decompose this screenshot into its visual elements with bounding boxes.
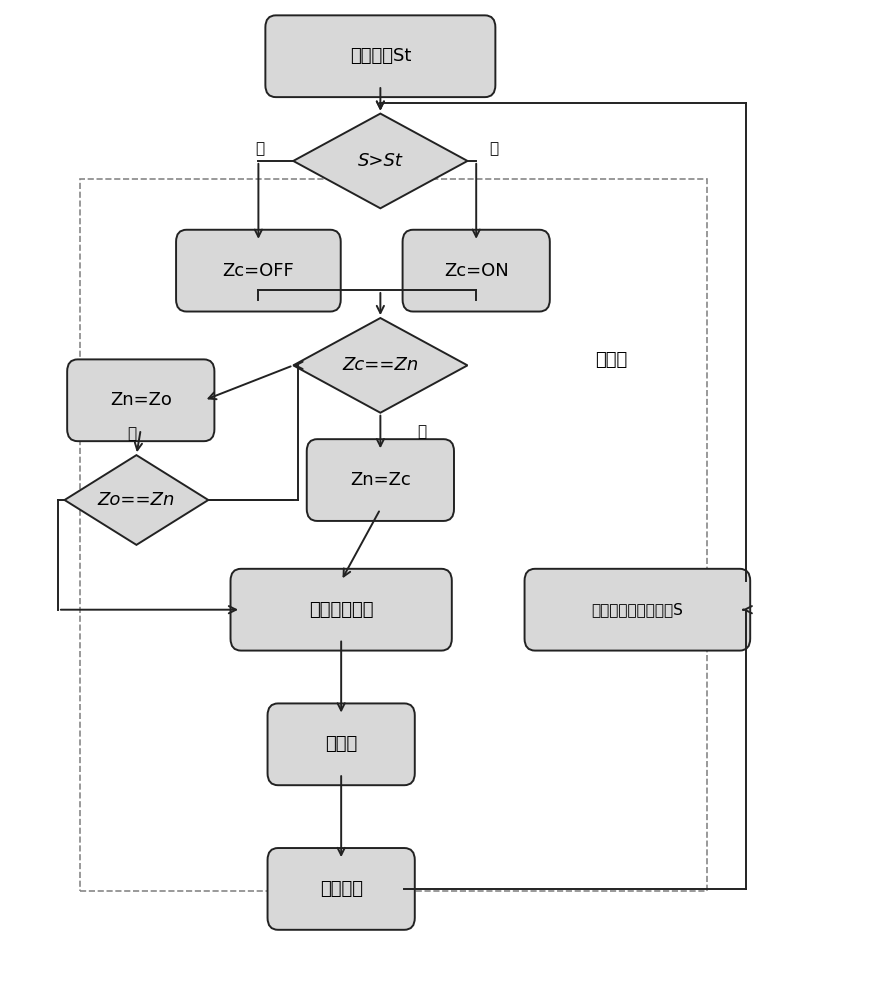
Text: Zn=Zo: Zn=Zo	[110, 391, 171, 409]
Text: 计算机: 计算机	[595, 351, 628, 369]
Bar	[80, 179, 707, 891]
Text: 是: 是	[255, 141, 265, 156]
Text: 位移传感器测量数据S: 位移传感器测量数据S	[592, 602, 683, 617]
FancyBboxPatch shape	[267, 703, 415, 785]
FancyBboxPatch shape	[231, 569, 452, 651]
Text: Zo==Zn: Zo==Zn	[98, 491, 175, 509]
Text: S>St: S>St	[358, 152, 403, 170]
FancyBboxPatch shape	[267, 848, 415, 930]
FancyBboxPatch shape	[176, 230, 341, 312]
FancyBboxPatch shape	[307, 439, 454, 521]
Polygon shape	[65, 455, 208, 545]
Text: 否: 否	[489, 141, 498, 156]
Polygon shape	[294, 318, 468, 413]
FancyBboxPatch shape	[403, 230, 550, 312]
Text: 目标位移St: 目标位移St	[350, 47, 411, 65]
Text: 否: 否	[418, 424, 427, 439]
Text: Zc=OFF: Zc=OFF	[223, 262, 295, 280]
Text: 光快门: 光快门	[325, 735, 357, 753]
Text: Zn=Zc: Zn=Zc	[350, 471, 411, 489]
Text: Zc=ON: Zc=ON	[444, 262, 509, 280]
FancyBboxPatch shape	[524, 569, 750, 651]
Text: 光快门控制器: 光快门控制器	[309, 601, 373, 619]
FancyBboxPatch shape	[266, 15, 496, 97]
Text: 光电陶瓷: 光电陶瓷	[320, 880, 363, 898]
Polygon shape	[294, 114, 468, 208]
FancyBboxPatch shape	[67, 359, 214, 441]
Text: Zc==Zn: Zc==Zn	[343, 356, 419, 374]
Text: 否: 否	[128, 426, 136, 441]
